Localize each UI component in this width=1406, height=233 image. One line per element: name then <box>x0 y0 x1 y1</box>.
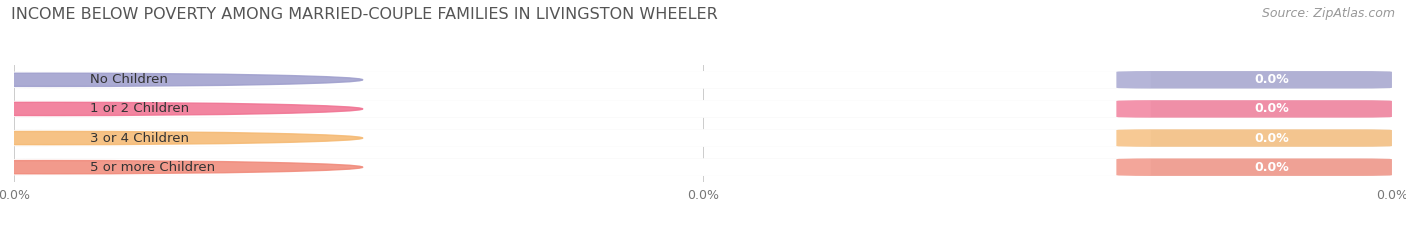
Text: 0.0%: 0.0% <box>1254 161 1289 174</box>
Text: 0.0%: 0.0% <box>1254 132 1289 144</box>
FancyBboxPatch shape <box>1116 158 1392 176</box>
Text: INCOME BELOW POVERTY AMONG MARRIED-COUPLE FAMILIES IN LIVINGSTON WHEELER: INCOME BELOW POVERTY AMONG MARRIED-COUPL… <box>11 7 718 22</box>
Text: Source: ZipAtlas.com: Source: ZipAtlas.com <box>1261 7 1395 20</box>
FancyBboxPatch shape <box>1116 71 1392 89</box>
FancyBboxPatch shape <box>14 71 1392 89</box>
FancyBboxPatch shape <box>14 158 1392 176</box>
Text: 0.0%: 0.0% <box>1254 73 1289 86</box>
Text: No Children: No Children <box>90 73 167 86</box>
FancyBboxPatch shape <box>14 100 1392 118</box>
FancyBboxPatch shape <box>14 100 1150 118</box>
FancyBboxPatch shape <box>14 129 1150 147</box>
FancyBboxPatch shape <box>14 71 1150 89</box>
FancyBboxPatch shape <box>14 158 1150 176</box>
FancyBboxPatch shape <box>1116 129 1392 147</box>
FancyBboxPatch shape <box>14 129 1392 147</box>
Circle shape <box>0 161 363 174</box>
Text: 3 or 4 Children: 3 or 4 Children <box>90 132 188 144</box>
FancyBboxPatch shape <box>1116 100 1392 118</box>
Circle shape <box>0 102 363 116</box>
Circle shape <box>0 73 363 86</box>
Text: 0.0%: 0.0% <box>1254 103 1289 115</box>
Text: 5 or more Children: 5 or more Children <box>90 161 215 174</box>
Circle shape <box>0 131 363 145</box>
Text: 1 or 2 Children: 1 or 2 Children <box>90 103 188 115</box>
